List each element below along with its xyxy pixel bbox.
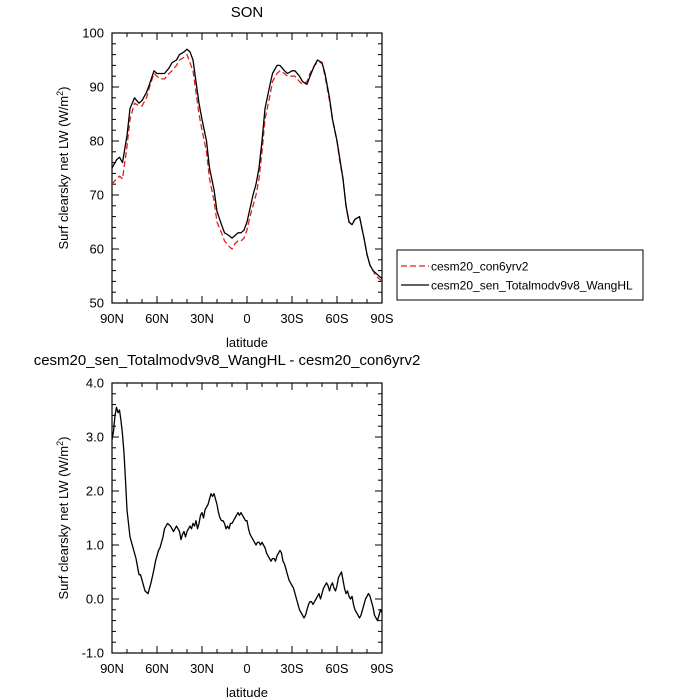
y-axis-title-tail: ) [56,437,71,441]
y-tick-label: -1.0 [82,646,104,661]
x-tick-label: 60N [145,311,169,326]
y-axis-title-sup: 2 [55,441,65,446]
y-tick-label: 70 [90,188,104,203]
x-tick-label: 90N [100,661,124,676]
y-tick-label: 1.0 [86,538,104,553]
y-tick-label: 90 [90,80,104,95]
x-tick-label: 30N [190,311,214,326]
y-tick-label: 60 [90,242,104,257]
chart-2: cesm20_sen_Totalmodv9v8_WangHL - cesm20_… [34,352,421,700]
y-tick-label: 50 [90,296,104,311]
x-tick-label: 30S [280,311,303,326]
x-tick-label: 90N [100,311,124,326]
legend-label: cesm20_con6yrv2 [431,260,529,274]
x-tick-label: 30N [190,661,214,676]
chart-1: SON 90N 60N 30N 0 30S 60S 90S 50 60 70 80 90 100 latit… [55,4,644,350]
difference-line [111,406,383,622]
x-tick-label: 90S [370,311,393,326]
x-tick-label: 90S [370,661,393,676]
x-axis-title: latitude [226,335,268,350]
y-tick-label: 0.0 [86,592,104,607]
chart-title: cesm20_sen_Totalmodv9v8_WangHL - cesm20_… [34,352,421,369]
cesm20-con6yrv2-line [111,53,383,282]
y-axis-title-sup: 2 [55,91,65,96]
x-tick-label: 60N [145,661,169,676]
x-tick-label: 0 [243,661,250,676]
y-tick-label: 80 [90,134,104,149]
y-axis-title-tail: ) [56,87,71,91]
y-axis-title: Surf clearsky net LW (W/m2) [55,87,71,250]
chart-title: SON [231,4,264,21]
legend: cesm20_con6yrv2 cesm20_sen_Totalmodv9v8_W… [396,249,644,301]
x-axis-title: latitude [226,685,268,700]
plot-frame [111,382,383,654]
y-tick-label: 100 [82,26,104,41]
cesm20-sen-totalmodv9v8-wanghl-line [111,48,383,280]
y-axis-title: Surf clearsky net LW (W/m2) [55,437,71,600]
x-tick-label: 60S [325,661,348,676]
y-tick-label: 3.0 [86,430,104,445]
x-tick-label: 0 [243,311,250,326]
y-axis-title-main: Surf clearsky net LW (W/m [56,96,71,250]
y-tick-label: 4.0 [86,376,104,391]
y-axis-title-main: Surf clearsky net LW (W/m [56,446,71,600]
x-tick-label: 60S [325,311,348,326]
legend-label: cesm20_sen_Totalmodv9v8_WangHL [431,279,633,293]
legend-box [396,249,644,301]
y-tick-label: 2.0 [86,484,104,499]
x-tick-label: 30S [280,661,303,676]
